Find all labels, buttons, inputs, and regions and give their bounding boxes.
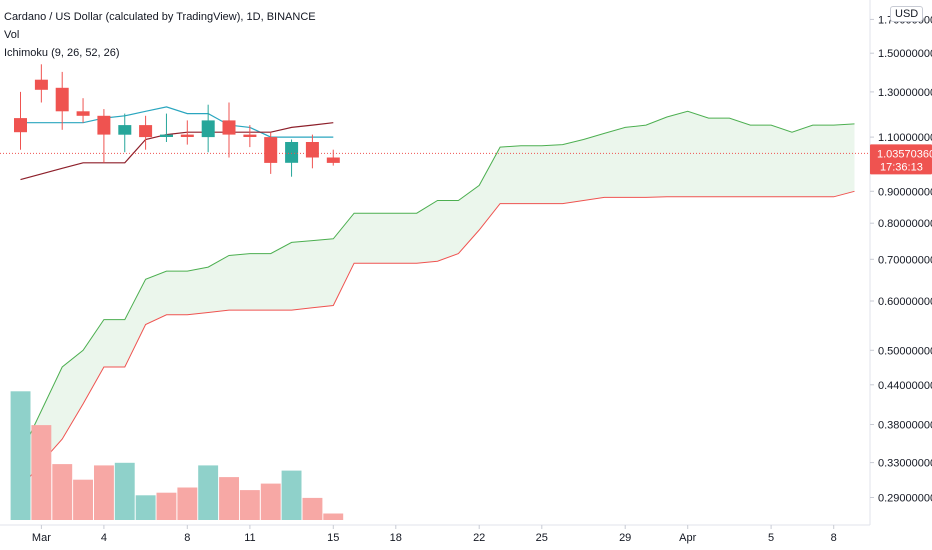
volume-bar-2 [52,464,73,520]
y-tick-label-6: 0.70000000 [878,254,932,266]
y-tick-label-3: 0.44000000 [878,380,932,392]
currency-button[interactable]: USD [890,6,924,22]
last-price-label-bg [870,144,932,175]
volume-bar-0 [10,391,31,520]
candle-13 [285,139,299,177]
candle-body [139,125,153,138]
candle-14 [305,134,319,169]
volume-bar-12 [260,483,281,520]
candle-body [118,125,132,135]
y-tick-label-4: 0.50000000 [878,345,932,357]
volume-bar-5 [114,462,135,520]
candle-body [243,134,257,137]
candle-body [305,142,319,158]
candle-11 [243,125,257,148]
volume-bar-10 [219,477,239,520]
volume-bar-7 [156,492,177,520]
x-tick-label-1: 4 [101,532,107,544]
candle-7 [160,113,173,142]
candle-body [34,79,48,90]
candle-body [285,142,299,163]
candle-body [14,118,27,133]
ichimoku-lines [20,106,334,181]
candle-9 [201,104,215,153]
x-tick-label-5: 18 [390,532,402,544]
y-tick-label-1: 0.33000000 [878,458,932,470]
volume-bar-9 [198,465,219,520]
volume-bar-15 [323,513,344,520]
x-tick-label-0: Mar [32,532,51,544]
y-tick-label-7: 0.80000000 [878,218,932,230]
candle-3 [76,98,90,123]
leading-span-b-line [20,190,855,489]
candle-body [326,157,340,163]
candle-body [55,87,69,112]
candle-4 [97,109,111,163]
candle-body [97,115,111,135]
bar-countdown: 17:36:13 [880,161,923,173]
x-tick-label-11: 8 [831,532,837,544]
y-tick-label-0: 0.29000000 [878,493,932,505]
y-tick-label-11: 1.50000000 [878,48,932,60]
candle-1 [34,64,48,103]
cloud-fill [20,111,855,489]
candle-body [201,120,215,138]
candle-body [180,134,194,137]
x-tick-label-7: 25 [536,532,548,544]
candle-body [160,134,173,137]
y-tick-label-5: 0.60000000 [878,296,932,308]
ichimoku-cloud [20,110,855,489]
x-tick-label-4: 15 [327,532,339,544]
x-tick-label-8: 29 [619,532,631,544]
volume-bars [10,391,344,520]
price-axis: 0.29000000 0.33000000 0.38000000 0.44000000… [870,14,932,505]
y-tick-label-8: 0.90000000 [878,186,932,198]
y-tick-label-10: 1.30000000 [878,87,932,99]
time-axis: Mar 4 8 11 15 18 22 25 29 Apr 5 8 [32,525,837,544]
candlesticks [14,64,340,177]
volume-bar-3 [73,479,93,520]
y-tick-label-2: 0.38000000 [878,420,932,432]
leading-span-a-line [20,110,855,455]
candle-10 [222,102,236,158]
volume-bar-11 [239,490,260,520]
volume-bar-4 [94,465,114,520]
volume-bar-6 [135,495,156,520]
x-tick-label-10: 5 [768,532,774,544]
y-tick-label-9: 1.10000000 [878,132,932,144]
volume-bar-13 [281,470,302,520]
symbol-title[interactable]: Cardano / US Dollar (calculated by Tradi… [4,11,316,23]
candle-body [76,111,90,116]
candle-8 [180,120,194,145]
x-tick-label-6: 22 [473,532,485,544]
conversion-line [20,106,334,138]
volume-bar-1 [31,425,52,520]
candle-body [264,137,278,163]
chart-legend: Cardano / US Dollar (calculated by Tradi… [4,8,316,62]
x-tick-label-3: 11 [244,532,255,544]
volume-bar-8 [177,487,198,520]
base-line [20,122,334,181]
candle-6 [139,115,153,150]
candle-2 [55,71,69,130]
candle-15 [326,149,340,166]
volume-indicator-label[interactable]: Vol [4,29,20,41]
candle-body [222,120,236,135]
x-tick-label-9: Apr [679,532,696,544]
candle-5 [118,113,132,153]
x-tick-label-2: 8 [184,532,190,544]
candle-0 [14,91,27,150]
last-price-value: 1.03570360 [877,148,932,160]
volume-bar-14 [302,497,323,520]
ichimoku-indicator-label[interactable]: Ichimoku (9, 26, 52, 26) [4,47,120,59]
